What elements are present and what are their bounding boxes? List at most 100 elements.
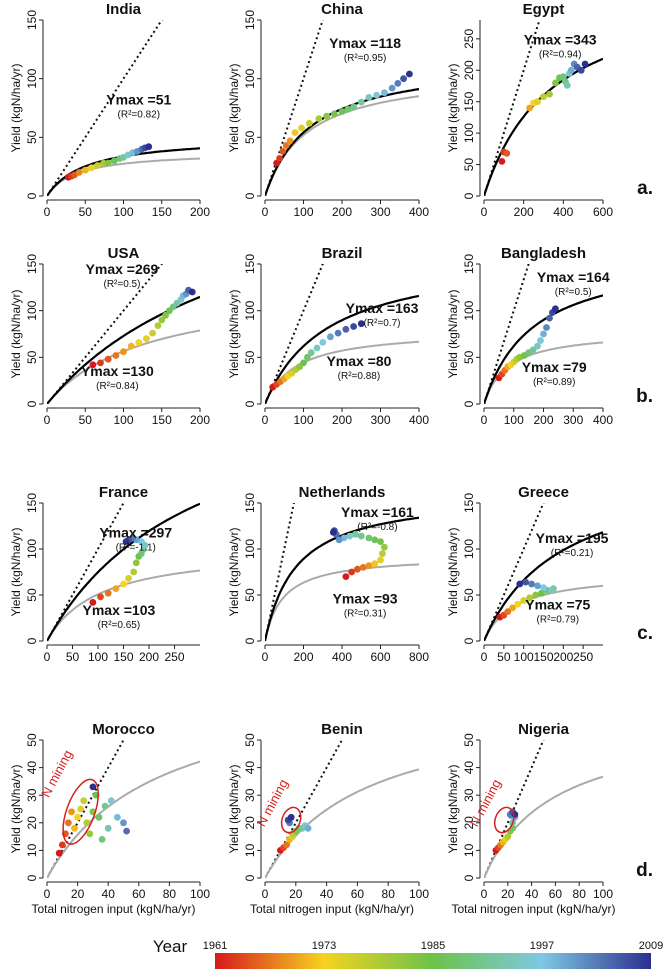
data-point bbox=[104, 355, 112, 363]
x-tick-label: 400 bbox=[553, 205, 573, 219]
data-point bbox=[125, 575, 132, 582]
n-mining-label: N mining bbox=[38, 747, 75, 799]
data-point bbox=[279, 148, 287, 155]
x-tick-label: 0 bbox=[262, 887, 269, 901]
upper-r2-label: (R²=0.21) bbox=[551, 548, 594, 559]
y-axis-label: Yield (kgN/ha/yr) bbox=[446, 765, 460, 854]
one-to-one-line bbox=[484, 20, 541, 196]
lower-yield-curve bbox=[47, 760, 200, 878]
data-point bbox=[74, 813, 81, 821]
data-point bbox=[287, 813, 295, 821]
y-tick-label: 100 bbox=[243, 300, 257, 320]
data-point bbox=[89, 361, 97, 369]
y-tick-label: 40 bbox=[243, 761, 257, 775]
data-point bbox=[104, 589, 112, 597]
y-tick-label: 10 bbox=[462, 843, 476, 857]
data-point bbox=[365, 562, 373, 569]
x-tick-label: 40 bbox=[525, 887, 539, 901]
data-point bbox=[305, 119, 313, 127]
data-point bbox=[65, 819, 72, 827]
data-point bbox=[327, 333, 334, 341]
x-tick-label: 150 bbox=[533, 650, 553, 664]
y-tick-label: 0 bbox=[462, 874, 476, 881]
data-point bbox=[365, 94, 373, 101]
y-tick-label: 0 bbox=[243, 400, 257, 407]
upper-ymax-label: Ymax =195 bbox=[536, 530, 609, 546]
x-tick-label: 100 bbox=[113, 413, 133, 427]
y-tick-label: 20 bbox=[243, 816, 257, 830]
data-point bbox=[342, 325, 350, 333]
data-point bbox=[394, 80, 402, 87]
x-tick-label: 100 bbox=[409, 887, 429, 901]
x-tick-label: 80 bbox=[573, 887, 587, 901]
data-point bbox=[300, 359, 307, 367]
data-point bbox=[335, 536, 343, 544]
data-point bbox=[138, 538, 145, 545]
data-point bbox=[86, 830, 94, 838]
lower-ymax-label: Ymax =80 bbox=[326, 353, 391, 369]
data-point bbox=[120, 819, 127, 827]
y-tick-label: 10 bbox=[25, 843, 39, 857]
x-tick-label: 50 bbox=[79, 413, 93, 427]
data-point bbox=[120, 580, 127, 588]
upper-r2-label: (R²=0.5) bbox=[103, 279, 140, 290]
data-point bbox=[379, 550, 386, 557]
y-tick-label: 100 bbox=[462, 539, 476, 559]
x-tick-label: 50 bbox=[497, 650, 511, 664]
colorbar-tick-label: 1961 bbox=[203, 940, 227, 952]
upper-ymax-label: Ymax =164 bbox=[537, 269, 610, 285]
x-tick-label: 100 bbox=[293, 413, 313, 427]
data-point bbox=[498, 158, 506, 165]
y-tick-label: 100 bbox=[243, 68, 257, 88]
y-tick-label: 50 bbox=[243, 350, 257, 364]
panel-title: USA bbox=[108, 245, 140, 262]
data-point bbox=[377, 556, 384, 564]
x-tick-label: 200 bbox=[553, 650, 573, 664]
one-to-one-line bbox=[265, 20, 324, 196]
y-tick-label: 0 bbox=[25, 637, 39, 644]
panel-title: China bbox=[321, 1, 363, 18]
upper-ymax-label: Ymax =161 bbox=[341, 504, 414, 520]
y-tick-label: 30 bbox=[25, 788, 39, 802]
x-tick-label: 150 bbox=[152, 413, 172, 427]
row-label: c. bbox=[637, 623, 653, 644]
colorbar-title: Year bbox=[153, 937, 188, 956]
y-tick-label: 0 bbox=[243, 637, 257, 644]
n-mining-ellipse bbox=[62, 778, 99, 845]
colorbar-tick-label: 1997 bbox=[530, 940, 554, 952]
x-tick-label: 0 bbox=[481, 205, 488, 219]
y-tick-label: 150 bbox=[243, 10, 257, 30]
data-point bbox=[503, 149, 511, 157]
lower-r2-label: (R²=0.65) bbox=[98, 620, 141, 631]
panel-china: China 0 100 200 300 400 0 50 100 150 Yield (kgN/ha… bbox=[227, 1, 429, 219]
data-point bbox=[88, 164, 95, 172]
x-tick-label: 200 bbox=[293, 650, 313, 664]
x-tick-label: 600 bbox=[370, 650, 390, 664]
row-label: b. bbox=[636, 386, 653, 407]
x-tick-label: 0 bbox=[44, 413, 51, 427]
x-tick-label: 60 bbox=[351, 887, 365, 901]
data-point bbox=[68, 808, 75, 816]
data-point bbox=[377, 538, 384, 545]
panel-usa: USA 0 50 100 150 200 0 50 100 150 Yield (kgN/ha/yr… bbox=[9, 245, 210, 427]
data-point bbox=[581, 60, 589, 68]
data-point bbox=[162, 311, 170, 319]
x-tick-label: 100 bbox=[293, 205, 313, 219]
data-point bbox=[55, 849, 63, 857]
y-tick-label: 50 bbox=[25, 733, 39, 747]
x-tick-label: 400 bbox=[409, 413, 429, 427]
upper-yield-curve bbox=[484, 531, 603, 641]
data-point bbox=[276, 155, 283, 162]
y-tick-label: 150 bbox=[25, 10, 39, 30]
x-tick-label: 200 bbox=[514, 205, 534, 219]
data-point bbox=[313, 344, 321, 352]
data-point bbox=[540, 584, 547, 591]
y-tick-label: 100 bbox=[243, 539, 257, 559]
x-tick-label: 400 bbox=[332, 650, 352, 664]
x-tick-label: 50 bbox=[79, 205, 93, 219]
n-mining-ellipse bbox=[280, 806, 302, 834]
upper-ymax-label: Ymax =269 bbox=[86, 261, 159, 277]
lower-yield-curve bbox=[265, 563, 419, 641]
data-point bbox=[330, 110, 338, 118]
